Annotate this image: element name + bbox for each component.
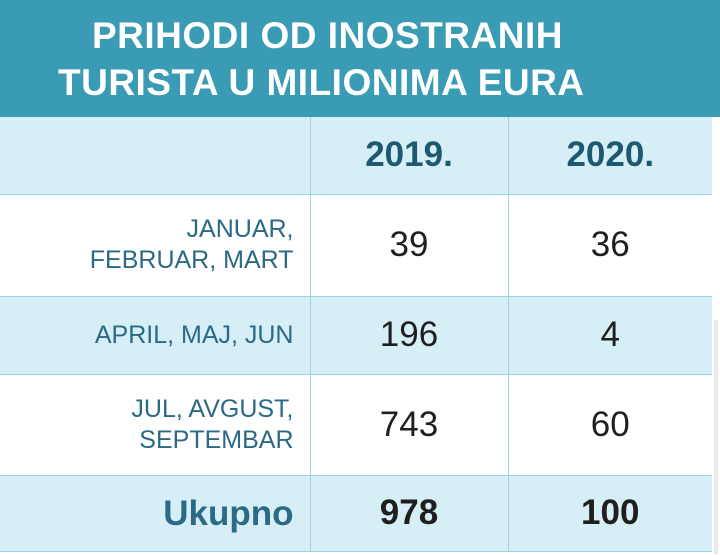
row-label-line: SEPTEMBAR <box>139 425 294 454</box>
value-2019: 196 <box>310 296 509 374</box>
header-cell-empty <box>0 117 311 194</box>
header-cell-2020: 2020. <box>566 135 655 175</box>
revenue-table: 2019. 2020. JANUAR, FEBRUAR, MART 39 36 … <box>0 117 712 552</box>
table-row: JUL, AVGUST, SEPTEMBAR 743 60 <box>0 374 712 475</box>
total-2020: 100 <box>581 493 640 532</box>
title-line-1: PRIHODI OD INOSTRANIH <box>92 15 563 56</box>
row-label-line: JUL, AVGUST, <box>131 394 294 423</box>
total-label: Ukupno <box>0 475 311 551</box>
row-label-line: FEBRUAR, MART <box>89 246 294 274</box>
row-label: JUL, AVGUST, SEPTEMBAR <box>0 374 311 475</box>
row-label-line: APRIL, MAJ, JUN <box>94 320 294 349</box>
header-cell-2019: 2019. <box>310 117 509 194</box>
row-label-line: JANUAR, <box>186 215 294 243</box>
header-row: 2019. 2020. <box>0 117 712 194</box>
total-row: Ukupno 978 100 <box>0 475 712 551</box>
row-label: APRIL, MAJ, JUN <box>0 296 311 374</box>
value-2020: 60 <box>590 404 630 444</box>
value-2019: 743 <box>310 374 509 475</box>
table-title: PRIHODI OD INOSTRANIH TURISTA U MILIONIM… <box>0 0 720 117</box>
total-2019: 978 <box>310 475 509 551</box>
table-row: APRIL, MAJ, JUN 196 4 <box>0 296 712 374</box>
scrollbar-track <box>714 320 718 554</box>
value-2020: 4 <box>600 315 620 354</box>
value-2020: 36 <box>590 225 630 264</box>
table-row: JANUAR, FEBRUAR, MART 39 36 <box>0 194 712 296</box>
title-line-2: TURISTA U MILIONIMA EURA <box>58 62 585 103</box>
value-2019: 39 <box>310 194 509 296</box>
row-label: JANUAR, FEBRUAR, MART <box>0 194 311 296</box>
